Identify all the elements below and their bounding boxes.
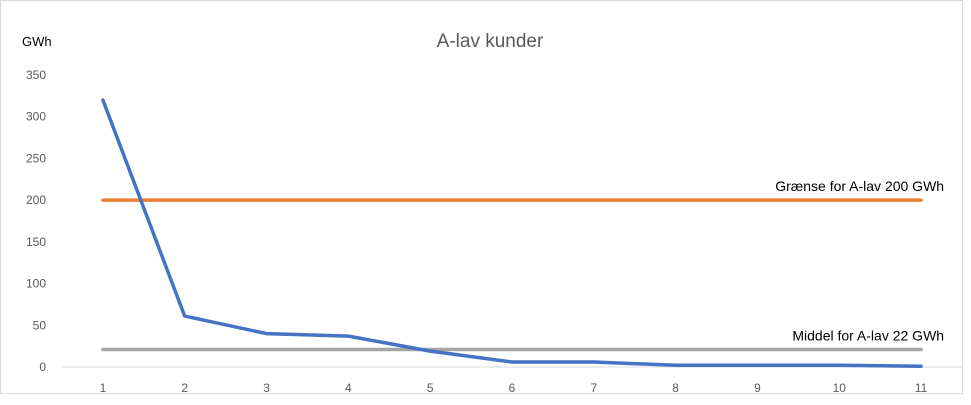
annotations-group: Grænse for A-lav 200 GWh Middel for A-lav… bbox=[775, 178, 944, 343]
series-group bbox=[101, 98, 923, 368]
y-tick-label: 0 bbox=[39, 360, 46, 374]
y-tick-label: 350 bbox=[26, 68, 46, 82]
y-axis-ticks: 0 50 100 150 200 250 300 350 bbox=[26, 68, 46, 374]
x-tick-label: 6 bbox=[509, 381, 516, 395]
x-tick-label: 11 bbox=[915, 381, 928, 395]
x-tick-label: 9 bbox=[754, 381, 761, 395]
y-tick-label: 100 bbox=[26, 277, 46, 291]
x-tick-label: 4 bbox=[345, 381, 352, 395]
x-tick-label: 5 bbox=[427, 381, 434, 395]
x-axis-ticks: 1 2 3 4 5 6 7 8 9 10 11 bbox=[100, 381, 928, 395]
annotation-label: Grænse for A-lav 200 GWh bbox=[775, 178, 944, 194]
x-tick-label: 7 bbox=[590, 381, 597, 395]
y-axis-label: GWh bbox=[22, 34, 52, 49]
annotation-label: Middel for A-lav 22 GWh bbox=[792, 327, 944, 343]
x-tick-label: 2 bbox=[181, 381, 188, 395]
y-tick-label: 150 bbox=[26, 235, 46, 249]
y-tick-label: 50 bbox=[33, 318, 47, 332]
chart-title: A-lav kunder bbox=[437, 31, 544, 52]
y-tick-label: 250 bbox=[26, 151, 46, 165]
x-tick-label: 1 bbox=[100, 381, 107, 395]
y-tick-label: 300 bbox=[26, 110, 46, 124]
x-tick-label: 10 bbox=[833, 381, 847, 395]
chart-border bbox=[0, 0, 963, 394]
y-tick-label: 200 bbox=[26, 193, 46, 207]
series-line-main bbox=[101, 98, 923, 368]
x-tick-label: 8 bbox=[672, 381, 679, 395]
x-tick-label: 3 bbox=[263, 381, 270, 395]
